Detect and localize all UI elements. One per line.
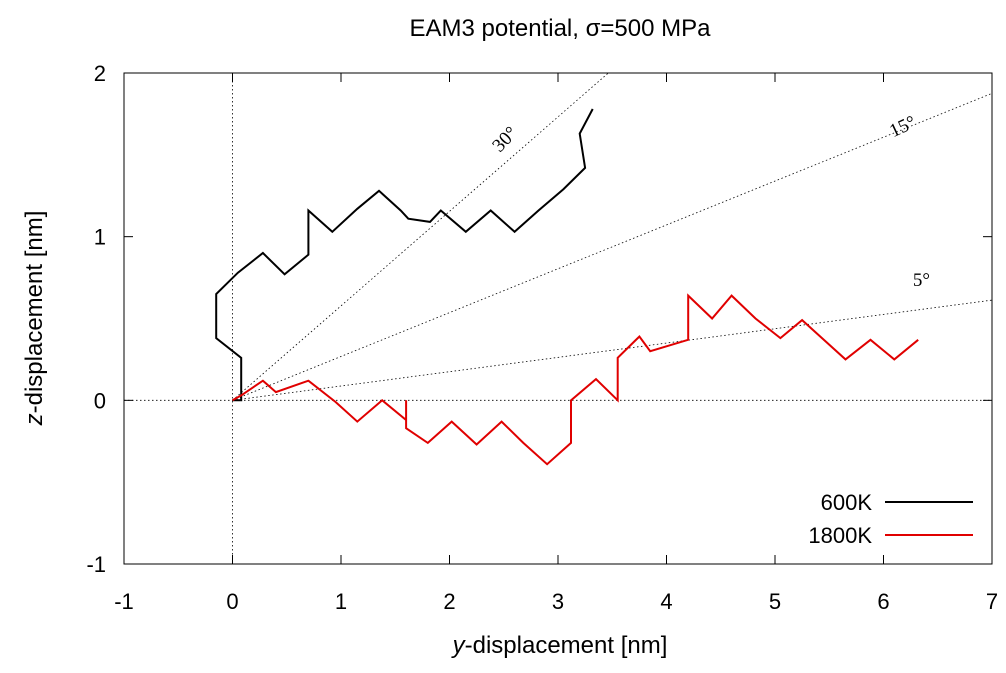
y-tick-label: 1 (94, 225, 106, 250)
y-axis-label: z-displacement [nm] (21, 211, 48, 427)
y-tick-label: -1 (86, 552, 106, 577)
axis-ticks: -1 0 1 2 3 4 5 6 7 -1 0 1 2 (86, 61, 998, 614)
chart-title: EAM3 potential, σ=500 MPa (410, 15, 712, 42)
x-tick-label: 6 (877, 589, 889, 614)
y-tick-label: 2 (94, 61, 106, 86)
x-tick-label: -1 (114, 589, 134, 614)
x-tick-label: 1 (335, 589, 347, 614)
x-tick-label: 7 (986, 589, 998, 614)
x-tick-label: 4 (660, 589, 672, 614)
x-tick-label: 5 (769, 589, 781, 614)
x-tick-label: 2 (443, 589, 455, 614)
reference-line-15deg (232, 92, 992, 401)
x-tick-label: 0 (226, 589, 238, 614)
reference-label-15deg: 15° (886, 112, 919, 142)
x-axis-label: y-displacement [nm] (451, 632, 668, 659)
legend: 600K 1800K (808, 490, 973, 548)
legend-label-1800k: 1800K (808, 523, 872, 548)
reference-label-30deg: 30° (488, 123, 522, 157)
reference-line-30deg (232, 73, 609, 401)
series-line-600k (215, 108, 594, 402)
plot-area: 30° 15° 5° (124, 73, 992, 564)
reference-label-5deg: 5° (913, 270, 930, 291)
y-tick-label: 0 (94, 388, 106, 413)
legend-label-600k: 600K (821, 490, 873, 515)
series-line-1800k (232, 293, 919, 466)
x-tick-label: 3 (552, 589, 564, 614)
reference-line-5deg (232, 299, 992, 401)
